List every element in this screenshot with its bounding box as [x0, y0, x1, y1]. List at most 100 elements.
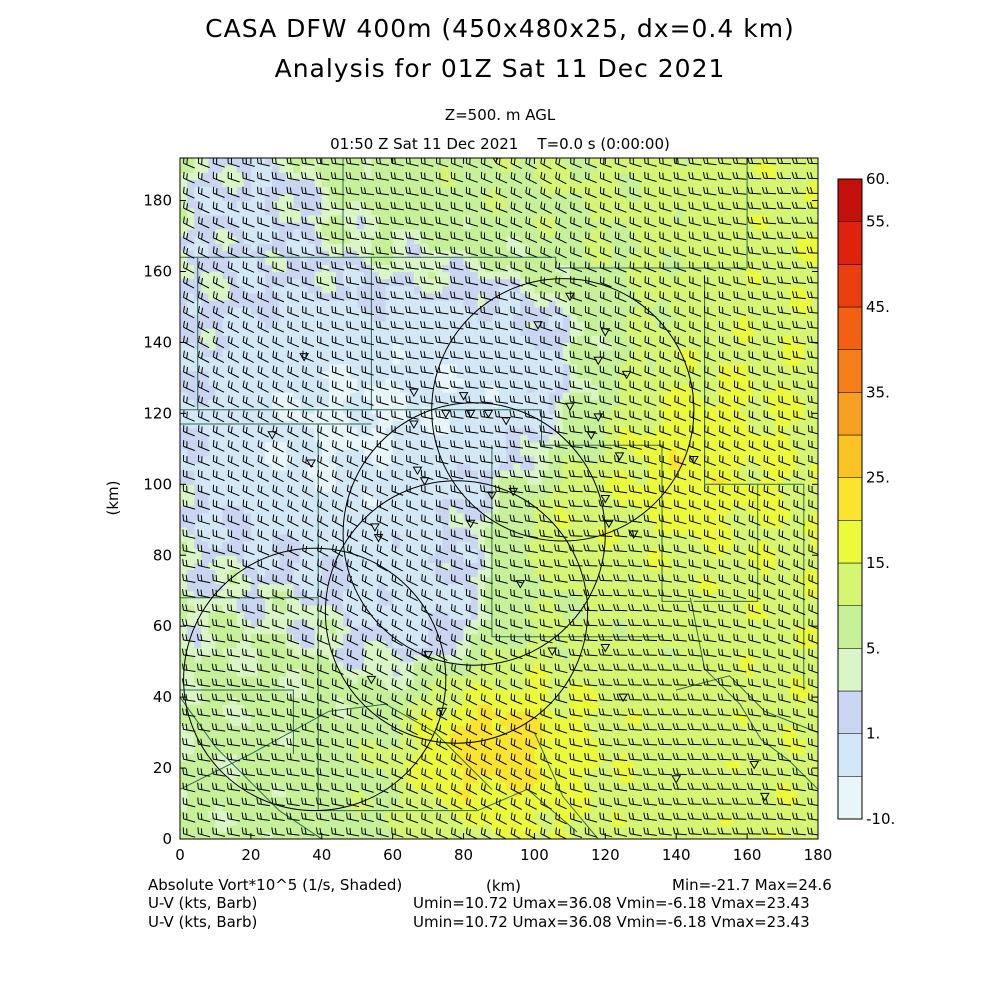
field-cell	[541, 682, 550, 691]
field-cell	[250, 271, 259, 280]
field-cell	[208, 626, 217, 634]
field-cell	[258, 746, 266, 755]
field-cell	[222, 654, 231, 663]
field-cell	[307, 519, 316, 528]
field-cell	[180, 803, 188, 812]
field-cell	[300, 250, 309, 258]
field-cell	[392, 370, 401, 379]
field-cell	[527, 271, 536, 280]
field-cell	[527, 314, 536, 322]
field-cell	[413, 824, 422, 833]
field-cell	[364, 214, 372, 223]
field-cell	[378, 697, 387, 705]
field-cell	[449, 179, 458, 187]
field-cell	[399, 831, 408, 839]
field-cell	[314, 370, 323, 379]
field-cell	[229, 732, 238, 741]
field-cell	[421, 668, 429, 677]
field-cell	[378, 200, 387, 209]
field-cell	[499, 278, 507, 287]
field-cell	[428, 420, 436, 429]
field-cell	[357, 768, 365, 776]
field-cell	[265, 718, 273, 727]
field-cell	[470, 782, 479, 790]
field-cell	[506, 555, 514, 563]
field-cell	[491, 399, 500, 407]
field-cell	[208, 363, 217, 372]
field-cell	[243, 796, 252, 805]
field-cell	[484, 257, 493, 265]
field-cell	[321, 512, 330, 521]
field-cell	[265, 661, 273, 670]
field-cell	[222, 158, 231, 166]
field-cell	[279, 824, 287, 833]
field-cell	[413, 257, 422, 265]
field-cell	[180, 654, 188, 663]
field-cell	[336, 534, 344, 542]
field-cell	[442, 831, 450, 839]
field-cell	[236, 604, 245, 613]
field-cell	[534, 328, 543, 336]
field-cell	[307, 165, 316, 173]
field-cell	[201, 399, 209, 407]
field-cell	[484, 214, 493, 223]
field-cell	[307, 619, 316, 627]
field-cell	[449, 250, 458, 258]
field-cell	[442, 292, 450, 301]
field-cell	[208, 753, 217, 762]
field-cell	[541, 228, 550, 237]
field-cell	[265, 484, 273, 492]
field-cell	[187, 314, 195, 322]
field-cell	[534, 349, 543, 358]
field-cell	[215, 200, 224, 209]
field-cell	[300, 597, 309, 606]
field-cell	[307, 427, 316, 436]
field-cell	[421, 342, 429, 351]
field-cell	[236, 292, 245, 301]
field-cell	[506, 314, 514, 322]
field-cell	[435, 250, 443, 258]
field-cell	[435, 519, 443, 528]
field-cell	[541, 534, 550, 542]
field-cell	[520, 704, 528, 712]
field-cell	[371, 633, 380, 641]
field-cell	[513, 214, 521, 223]
field-cell	[286, 725, 294, 734]
field-cell	[258, 597, 266, 606]
field-cell	[286, 519, 294, 528]
field-cell	[534, 753, 543, 762]
field-cell	[307, 342, 316, 351]
field-cell	[463, 718, 472, 727]
field-cell	[272, 682, 280, 691]
field-cell	[208, 612, 217, 620]
field-cell	[236, 590, 245, 599]
field-cell	[421, 690, 429, 698]
field-cell	[215, 583, 224, 592]
field-cell	[435, 647, 443, 656]
field-cell	[442, 392, 450, 400]
field-cell	[350, 172, 358, 180]
field-cell	[222, 498, 231, 507]
field-cell	[314, 342, 323, 351]
field-cell	[364, 221, 372, 230]
field-cell	[243, 321, 252, 329]
field-cell	[215, 165, 224, 173]
field-cell	[343, 704, 351, 712]
field-cell	[413, 775, 422, 783]
field-cell	[328, 654, 337, 663]
field-cell	[300, 505, 309, 514]
field-cell	[456, 619, 465, 627]
field-cell	[350, 377, 358, 386]
field-cell	[541, 207, 550, 216]
field-cell	[513, 640, 521, 649]
field-cell	[435, 675, 443, 684]
field-cell	[506, 207, 514, 216]
field-cell	[187, 328, 195, 336]
field-cell	[357, 363, 365, 372]
field-cell	[208, 562, 217, 570]
field-cell	[499, 328, 507, 336]
field-cell	[343, 377, 351, 386]
field-cell	[222, 455, 231, 464]
field-cell	[470, 753, 479, 762]
field-cell	[513, 463, 521, 471]
